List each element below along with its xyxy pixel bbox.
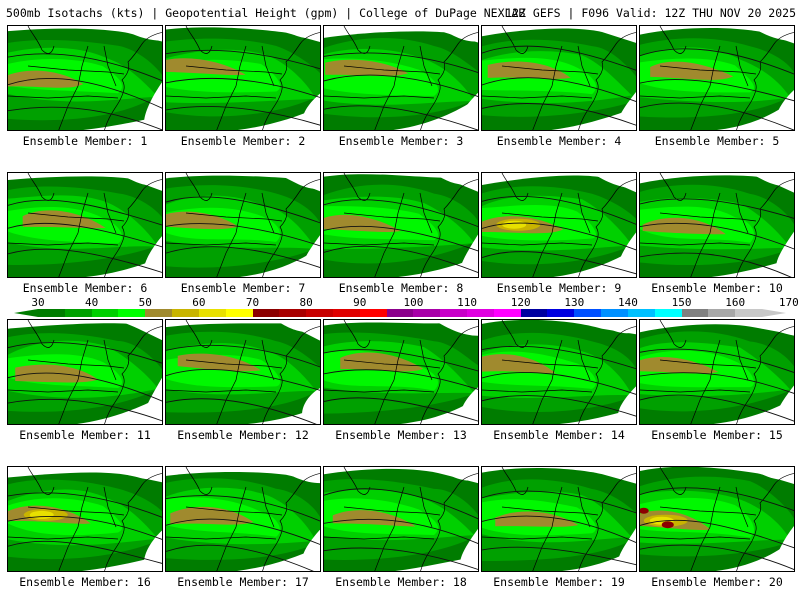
ensemble-member-map — [481, 466, 637, 572]
ensemble-member-label: Ensemble Member: 3 — [338, 134, 464, 148]
colorbar-tick-label: 80 — [299, 296, 313, 309]
ensemble-member-map — [639, 466, 795, 572]
colorbar-segment — [252, 309, 280, 317]
colorbar-tick-label: 90 — [353, 296, 367, 309]
colorbar — [38, 309, 762, 317]
colorbar-tick-label: 140 — [617, 296, 638, 309]
ensemble-member-label: Ensemble Member: 16 — [19, 575, 151, 589]
colorbar-segment — [654, 309, 682, 317]
ensemble-member-label: Ensemble Member: 2 — [180, 134, 306, 148]
ensemble-member-map — [7, 25, 163, 131]
colorbar-segment — [708, 309, 736, 317]
colorbar-tick-label: 160 — [725, 296, 746, 309]
ensemble-member-label: Ensemble Member: 8 — [338, 281, 464, 295]
colorbar-segment — [172, 309, 199, 317]
ensemble-member-label: Ensemble Member: 13 — [335, 428, 467, 442]
ensemble-member-map — [165, 466, 321, 572]
ensemble-member-map — [323, 25, 479, 131]
ensemble-member-label: Ensemble Member: 4 — [496, 134, 622, 148]
colorbar-segment — [198, 309, 226, 317]
colorbar-segment — [547, 309, 575, 317]
ensemble-member-map — [165, 319, 321, 425]
ensemble-member-map — [323, 466, 479, 572]
colorbar-segment — [413, 309, 441, 317]
ensemble-member-map — [165, 172, 321, 278]
colorbar-tick-label: 170 — [778, 296, 799, 309]
colorbar-segment — [627, 309, 655, 317]
colorbar-segment — [279, 309, 307, 317]
colorbar-segment — [386, 309, 414, 317]
colorbar-segment — [440, 309, 467, 317]
colorbar-segment — [467, 309, 494, 317]
colorbar-left-arrow — [14, 309, 38, 317]
ensemble-member-label: Ensemble Member: 6 — [22, 281, 148, 295]
ensemble-member-label: Ensemble Member: 12 — [177, 428, 309, 442]
ensemble-member-map — [323, 172, 479, 278]
ensemble-member-label: Ensemble Member: 10 — [651, 281, 783, 295]
ensemble-member-label: Ensemble Member: 9 — [496, 281, 622, 295]
colorbar-segment — [225, 309, 253, 317]
colorbar-segment — [735, 309, 762, 317]
colorbar-tick-label: 70 — [245, 296, 260, 309]
ensemble-member-map — [7, 172, 163, 278]
colorbar-right-arrow — [762, 309, 786, 317]
colorbar-segment — [306, 309, 333, 317]
colorbar-segment — [118, 309, 146, 317]
colorbar-segment — [601, 309, 628, 317]
colorbar-tick-label: 50 — [138, 296, 152, 309]
colorbar-tick-label: 100 — [403, 296, 424, 309]
colorbar-tick-labels: 30 40 50 60 70 80 90 100 110 120 130 140 150 160 170 — [0, 296, 800, 309]
colorbar-segment — [681, 309, 709, 317]
ensemble-member-map — [639, 172, 795, 278]
ensemble-member-label: Ensemble Member: 20 — [651, 575, 783, 589]
colorbar-segment — [91, 309, 119, 317]
ensemble-member-map — [481, 319, 637, 425]
colorbar-segment — [574, 309, 602, 317]
ensemble-member-map — [323, 319, 479, 425]
colorbar-segment — [332, 309, 360, 317]
colorbar-tick-label: 30 — [31, 296, 45, 309]
ensemble-member-label: Ensemble Member: 7 — [180, 281, 306, 295]
header-valid-time: 12Z GEFS | F096 Valid: 12Z THU NOV 20 20… — [505, 6, 796, 20]
ensemble-member-label: Ensemble Member: 14 — [493, 428, 625, 442]
ensemble-member-label: Ensemble Member: 17 — [177, 575, 309, 589]
ensemble-member-map — [481, 25, 637, 131]
colorbar-tick-label: 110 — [457, 296, 477, 309]
ensemble-member-map — [639, 25, 795, 131]
colorbar-segment — [520, 309, 548, 317]
colorbar-tick-label: 40 — [85, 296, 99, 309]
ensemble-member-map — [481, 172, 637, 278]
ensemble-member-map — [7, 319, 163, 425]
colorbar-tick-label: 120 — [510, 296, 531, 309]
map-header: 500mb Isotachs (kts) | Geopotential Heig… — [6, 5, 796, 21]
colorbar-segment — [64, 309, 92, 317]
colorbar-tick-label: 150 — [671, 296, 692, 309]
colorbar-tick-label: 60 — [192, 296, 206, 309]
colorbar-segment — [38, 309, 65, 317]
ensemble-member-label: Ensemble Member: 11 — [19, 428, 151, 442]
colorbar-segment — [493, 309, 521, 317]
ensemble-member-label: Ensemble Member: 19 — [493, 575, 625, 589]
header-title: 500mb Isotachs (kts) | Geopotential Heig… — [6, 6, 526, 20]
ensemble-member-map — [639, 319, 795, 425]
ensemble-member-map — [7, 466, 163, 572]
colorbar-segment — [145, 309, 173, 317]
ensemble-member-map — [165, 25, 321, 131]
ensemble-member-label: Ensemble Member: 15 — [651, 428, 783, 442]
ensemble-member-label: Ensemble Member: 1 — [22, 134, 148, 148]
colorbar-tick-label: 130 — [564, 296, 585, 309]
ensemble-member-label: Ensemble Member: 5 — [654, 134, 780, 148]
colorbar-segment — [359, 309, 387, 317]
ensemble-member-label: Ensemble Member: 18 — [335, 575, 467, 589]
